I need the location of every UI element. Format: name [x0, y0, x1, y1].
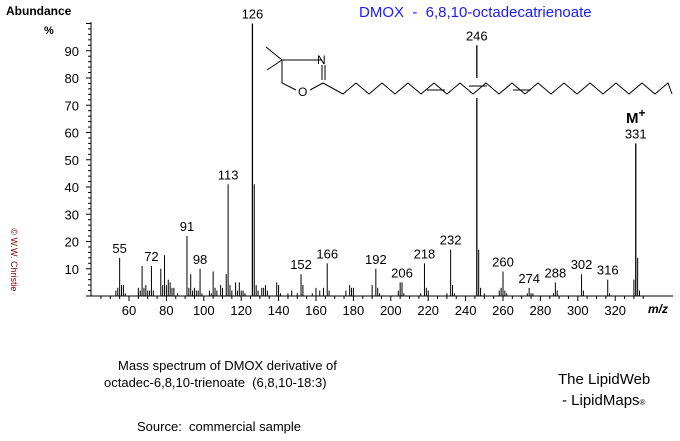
peak-label-288: 288: [545, 265, 567, 280]
peak-label-72: 72: [144, 249, 158, 264]
y-tick-label: 40: [65, 180, 79, 195]
peak-label-274: 274: [518, 271, 540, 286]
peak-label-152: 152: [290, 257, 312, 272]
peak-label-260: 260: [492, 254, 514, 269]
x-tick-label: 200: [380, 303, 402, 318]
molecular-ion-charge: +: [638, 106, 646, 120]
peak-label-192: 192: [365, 252, 387, 267]
peak-label-218: 218: [414, 246, 436, 261]
peak-label-55: 55: [112, 241, 126, 256]
x-tick-label: 100: [193, 303, 215, 318]
peak-label-206: 206: [391, 265, 413, 280]
x-tick-label: 140: [268, 303, 290, 318]
branding-line-2: - LipidMaps®: [562, 392, 645, 409]
atom-o: O: [298, 85, 307, 99]
y-tick-label: 50: [65, 153, 79, 168]
molecular-ion-label: M+: [626, 106, 646, 127]
structure-backdrop: [473, 78, 480, 98]
y-tick-label: 70: [65, 98, 79, 113]
molecular-ion-m: M: [626, 110, 639, 127]
caption-source: Source: commercial sample: [137, 419, 301, 434]
caption-line-1: Mass spectrum of DMOX derivative of: [118, 358, 337, 373]
y-tick-label: 80: [65, 71, 79, 86]
peak-label-316: 316: [597, 263, 619, 278]
x-tick-label: 220: [417, 303, 439, 318]
peak-label-98: 98: [193, 252, 207, 267]
atom-n: N: [317, 53, 326, 67]
y-tick-label: 30: [65, 207, 79, 222]
y-tick-label: 20: [65, 235, 79, 250]
y-tick-label: 90: [65, 44, 79, 59]
peak-label-246: 246: [466, 28, 488, 43]
x-tick-label: 60: [122, 303, 136, 318]
x-tick-label: 180: [343, 303, 365, 318]
oxazoline-ring: [265, 46, 326, 91]
x-tick-label: 280: [530, 303, 552, 318]
peak-label-302: 302: [571, 257, 593, 272]
x-tick-label: 260: [492, 303, 514, 318]
x-tick-label: 80: [159, 303, 173, 318]
registered-mark: ®: [639, 398, 646, 407]
x-tick-label: 320: [604, 303, 626, 318]
caption-line-2: octadec-6,8,10-trienoate (6,8,10-18:3): [104, 375, 327, 390]
y-tick-label: 60: [65, 126, 79, 141]
chart-title: DMOX - 6,8,10-octadecatrienoate: [359, 4, 592, 21]
x-tick-label: 120: [230, 303, 252, 318]
peak-label-166: 166: [316, 246, 338, 261]
x-tick-label: 300: [567, 303, 589, 318]
x-axis-title: m/z: [648, 302, 669, 316]
peak-label-232: 232: [440, 233, 462, 248]
branding-lipidmaps: - LipidMaps: [562, 392, 640, 409]
peak-label-126: 126: [242, 7, 264, 22]
y-tick-label: 10: [65, 262, 79, 277]
peak-label-331: 331: [625, 126, 647, 141]
x-tick-label: 240: [455, 303, 477, 318]
peak-label-91: 91: [180, 219, 194, 234]
branding-line-1: The LipidWeb: [558, 371, 651, 388]
copyright: © W.W. Christie: [9, 228, 19, 292]
y-axis-unit: %: [44, 25, 54, 37]
x-tick-label: 160: [305, 303, 327, 318]
peak-label-113: 113: [218, 167, 239, 182]
y-axis-title: Abundance: [6, 4, 72, 18]
fatty-acid-chain: [322, 82, 673, 95]
